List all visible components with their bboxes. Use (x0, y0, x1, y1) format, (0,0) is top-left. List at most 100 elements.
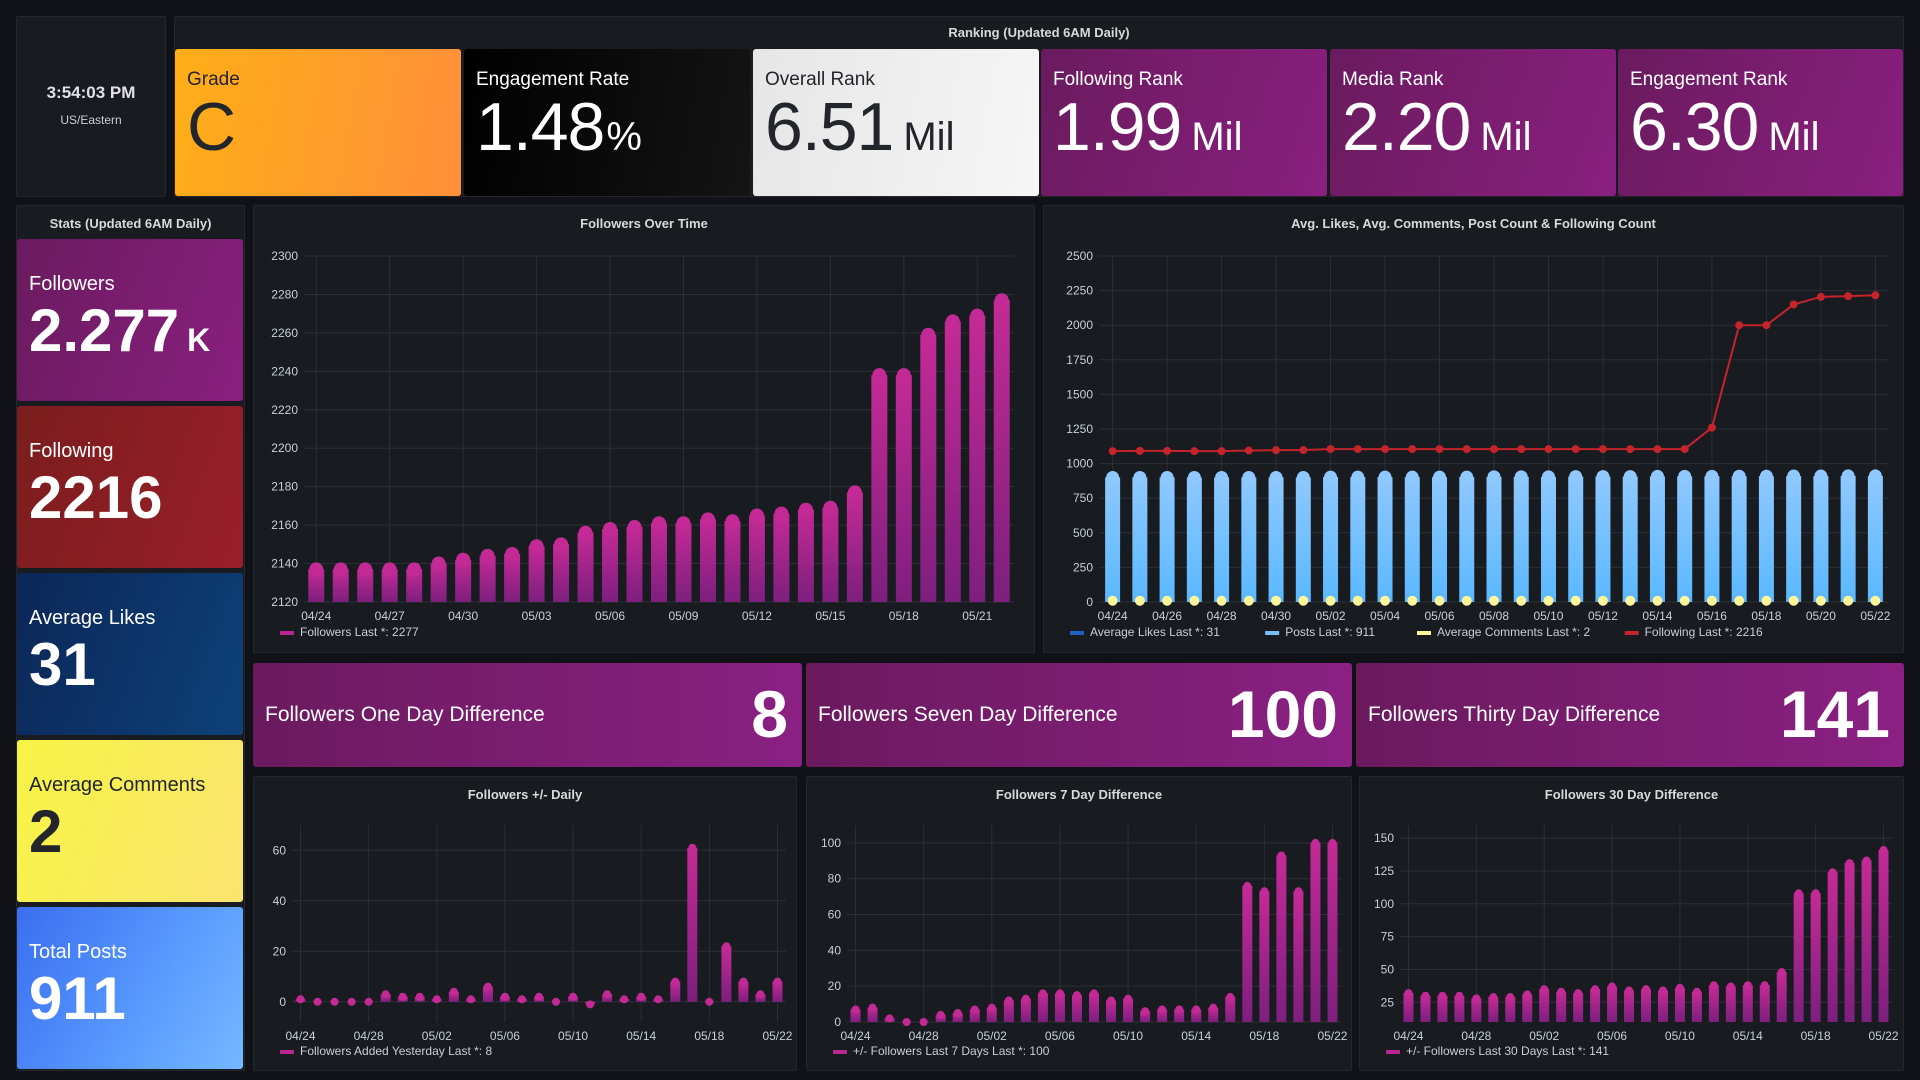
diff-seven-day[interactable]: Followers Seven Day Difference 100 (806, 663, 1352, 767)
chart-followers-daily[interactable]: 0 20 40 60 04/24 04/28 05/02 05/06 05/10 05/14 05/… (254, 777, 796, 1070)
bar-point (1692, 987, 1701, 996)
chart-followers-30-day[interactable]: 25 50 75 100 125 150 04/24 04/28 05/02 05/06 05/10… (1360, 777, 1903, 1070)
data-point (1216, 595, 1227, 606)
data-point (1761, 595, 1772, 606)
bar (332, 569, 349, 602)
line-point (1353, 445, 1362, 454)
stat-average-likes[interactable]: Average Likes 31 (17, 573, 243, 735)
bar-point (1658, 986, 1667, 995)
bar-point (773, 977, 782, 986)
bar-point (970, 308, 985, 323)
bar (1225, 996, 1236, 1022)
stat-label: Followers (29, 273, 115, 295)
data-point (1788, 595, 1799, 606)
bar-point (1557, 987, 1566, 996)
legend-swatch (280, 631, 294, 635)
bar (357, 569, 374, 602)
tile-following-rank[interactable]: Following Rank 1.99 Mil (1041, 49, 1327, 196)
bar-point (1569, 470, 1583, 484)
line-point (1408, 445, 1417, 454)
bar (687, 847, 698, 1002)
bar-point (382, 562, 397, 577)
chart-panel-followers-daily: Followers +/- Daily 0 20 40 60 04/24 04/28 05/… (253, 776, 797, 1071)
bar (1758, 476, 1774, 602)
chart-followers-7-day[interactable]: 0 20 40 60 80 100 04/24 04/28 05/02 05/06 05/10 05/… (807, 777, 1351, 1070)
bar-point (739, 977, 748, 986)
bar (1505, 997, 1516, 1022)
bar-point (1811, 889, 1820, 898)
data-point (1843, 595, 1854, 606)
x-tick-label: 05/10 (558, 1029, 588, 1043)
legend-label: Average Comments Last *: 2 (1437, 625, 1591, 639)
bar-point (1296, 470, 1310, 484)
y-tick-label: 1500 (1066, 387, 1093, 401)
bar-point (1328, 838, 1337, 847)
bar (675, 523, 692, 602)
legend-swatch (1386, 1050, 1400, 1054)
stat-following[interactable]: Following 2216 (17, 406, 243, 568)
bar (1132, 477, 1148, 602)
bar (920, 334, 937, 602)
bar-point (1311, 838, 1320, 847)
tile-media-rank[interactable]: Media Rank 2.20 Mil (1330, 49, 1616, 196)
bar-point (1226, 992, 1235, 1001)
bar-point (1675, 983, 1684, 992)
chart-title: Avg. Likes, Avg. Comments, Post Count & … (1291, 216, 1656, 231)
stat-followers[interactable]: Followers 2.277 K (17, 239, 243, 401)
y-tick-label: 50 (1381, 962, 1395, 976)
tile-label: Following Rank (1053, 69, 1183, 90)
bar (1241, 477, 1257, 602)
bar-point (1404, 989, 1413, 998)
tile-grade[interactable]: Grade C (175, 49, 461, 196)
bar (773, 513, 790, 602)
diff-one-day[interactable]: Followers One Day Difference 8 (253, 663, 802, 767)
diff-thirty-day[interactable]: Followers Thirty Day Difference 141 (1356, 663, 1904, 767)
chart-likes-comments-posts-following[interactable]: 0 250 500 750 1000 1250 1500 1750 2000 2250 2500 04… (1044, 206, 1903, 652)
bar-point (847, 485, 862, 500)
bar (1776, 972, 1787, 1022)
bar-point (1787, 469, 1801, 483)
bar (1725, 986, 1736, 1022)
legend-swatch (833, 1050, 847, 1054)
bar (553, 544, 570, 602)
bar (1123, 998, 1134, 1022)
bar-point (569, 992, 578, 1001)
bar (406, 569, 423, 602)
bar-point (1260, 887, 1269, 896)
data-point (1243, 595, 1254, 606)
bar (1037, 993, 1048, 1022)
stat-average-comments[interactable]: Average Comments 2 (17, 740, 243, 902)
chart-followers-over-time[interactable]: 2120 2140 2160 2180 2200 2220 2240 2260 2280 2300… (254, 206, 1034, 652)
bar-point (705, 997, 714, 1006)
bar-point (688, 843, 697, 852)
bar-point (749, 508, 764, 523)
bar (772, 981, 783, 1002)
x-tick-label: 05/10 (1533, 609, 1563, 623)
bar (1403, 993, 1414, 1022)
y-tick-label: 2140 (271, 557, 298, 571)
bar-point (1862, 856, 1871, 865)
data-point (1734, 595, 1745, 606)
x-tick-label: 05/12 (1588, 609, 1618, 623)
tile-overall-rank[interactable]: Overall Rank 6.51 Mil (753, 49, 1039, 196)
stat-total-posts[interactable]: Total Posts 911 (17, 907, 243, 1069)
y-tick-label: 500 (1073, 526, 1093, 540)
bar-point (676, 516, 691, 531)
bar-point (851, 1005, 860, 1014)
clock-panel: 3:54:03 PM US/Eastern (16, 16, 166, 197)
x-tick-label: 05/21 (962, 609, 992, 623)
tile-engagement-rank[interactable]: Engagement Rank 6.30 Mil (1618, 49, 1903, 196)
line-point (1272, 446, 1281, 455)
x-tick-label: 04/24 (841, 1029, 871, 1043)
line-point (1108, 447, 1117, 456)
x-tick-label: 05/12 (742, 609, 772, 623)
bar-point (483, 982, 492, 991)
tile-engagement-rate[interactable]: Engagement Rate 1.48% (464, 49, 750, 196)
bar-point (1760, 981, 1769, 990)
bar-point (535, 992, 543, 1001)
tile-label: Engagement Rate (476, 69, 630, 90)
bar-point (1540, 985, 1549, 994)
bar-point (1158, 1005, 1167, 1014)
bar-point (1726, 982, 1735, 991)
diff-value: 8 (751, 677, 788, 751)
